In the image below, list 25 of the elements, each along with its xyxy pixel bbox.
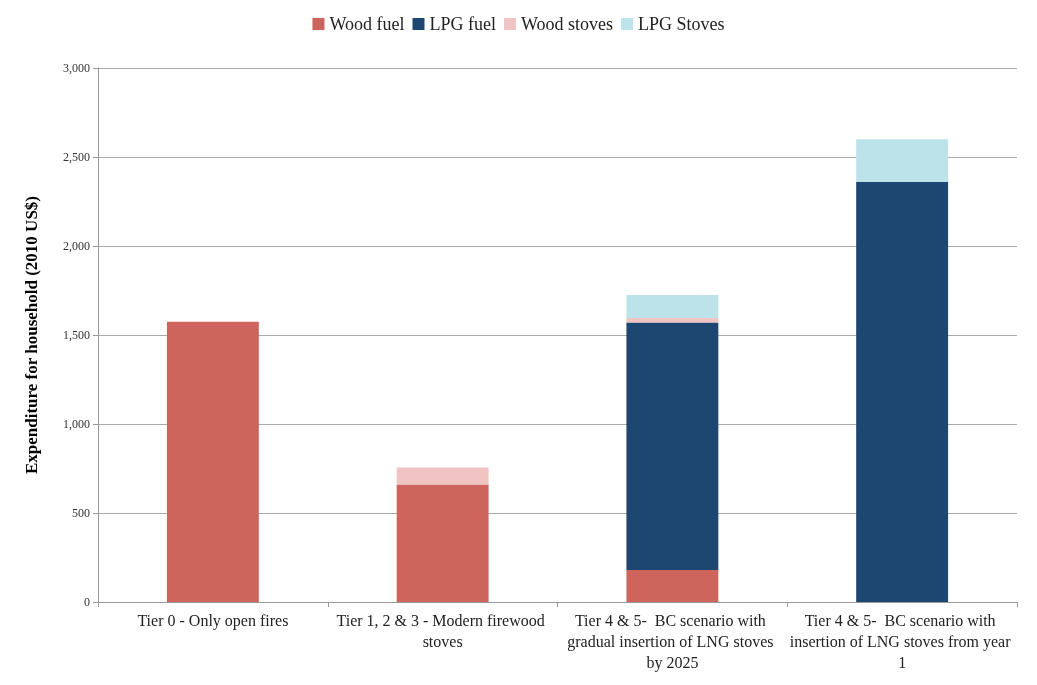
x-tick-label: Tier 1, 2 & 3 - Modern firewood stoves <box>336 612 549 650</box>
x-tick-label: Tier 4 & 5- BC scenario with insertion of LNG stoves from year 1 <box>789 612 1015 671</box>
legend-label: LPG Stoves <box>638 14 725 34</box>
bar <box>396 467 489 485</box>
bar <box>626 318 719 323</box>
y-tick-label: 1,500 <box>63 328 90 342</box>
bar <box>626 294 719 319</box>
legend-label: Wood fuel <box>329 14 405 34</box>
x-tick-label: Tier 4 & 5- BC scenario with gradual insertion of LNG stoves by 2025 <box>567 612 778 672</box>
y-tick-label: 500 <box>72 506 90 520</box>
y-tick-label: 0 <box>84 595 90 609</box>
y-tick-label: 3,000 <box>63 61 90 75</box>
bar <box>626 322 719 570</box>
bar <box>856 139 949 182</box>
y-tick-label: 2,500 <box>63 150 90 164</box>
bar <box>396 484 489 602</box>
y-tick-label: 1,000 <box>63 417 90 431</box>
bar <box>166 321 259 602</box>
x-tick-label: Tier 0 - Only open fires <box>137 612 289 630</box>
legend-label: Wood stoves <box>520 14 614 34</box>
y-axis-title: Expenditure for household (2010 US$) <box>22 195 41 475</box>
bar <box>626 569 719 602</box>
y-tick-label: 2,000 <box>63 239 90 253</box>
bar <box>856 181 949 602</box>
legend-label: LPG fuel <box>429 14 496 34</box>
